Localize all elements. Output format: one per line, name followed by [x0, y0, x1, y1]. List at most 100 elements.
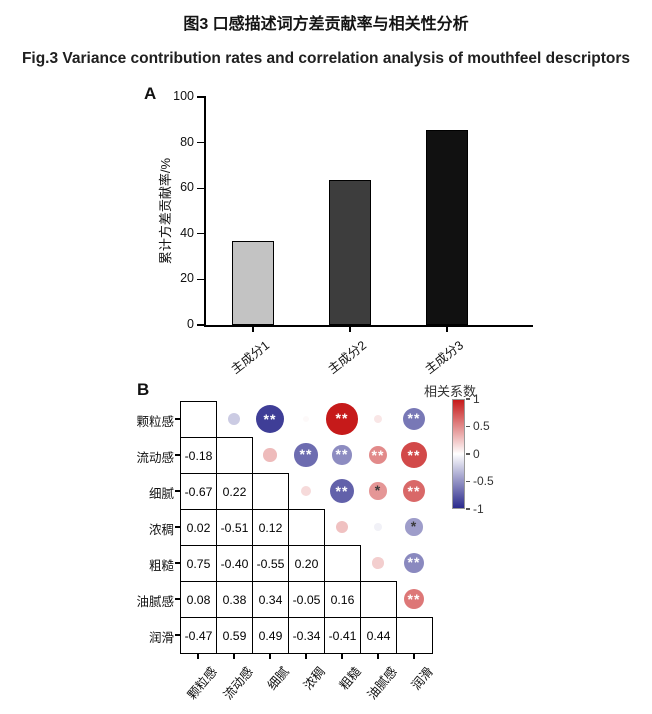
corr-circle [302, 415, 310, 423]
bar-主成分2 [329, 180, 371, 325]
matrix-row-tick [175, 598, 180, 600]
legend-tick-label: 0.5 [473, 419, 490, 433]
y-tick-label: 0 [187, 317, 194, 331]
legend-tick-label: 1 [473, 391, 480, 406]
matrix-diagonal-cell [216, 437, 253, 474]
legend-tick-label: -1 [473, 501, 484, 516]
y-tick [197, 278, 204, 280]
x-axis [204, 325, 533, 327]
corr-circle: ** [326, 403, 358, 435]
x-tick [252, 326, 254, 332]
matrix-col-tick [305, 654, 307, 659]
x-tick-label: 主成分1 [228, 338, 273, 377]
corr-value-cell: -0.05 [288, 581, 325, 618]
bar-主成分3 [426, 130, 468, 325]
x-tick-label: 主成分2 [325, 338, 370, 377]
legend-tick [466, 398, 470, 400]
corr-value-cell: 0.49 [252, 617, 289, 654]
panel-b-label: B [137, 380, 150, 399]
corr-circle: * [405, 518, 423, 536]
matrix-row-tick [175, 418, 180, 420]
corr-circle: ** [404, 553, 424, 573]
y-axis [204, 96, 206, 326]
matrix-row-tick [175, 562, 180, 564]
matrix-row-label: 颗粒感 [136, 415, 174, 429]
corr-circle [374, 523, 382, 531]
matrix-diagonal-cell [180, 401, 217, 438]
legend-tick [466, 453, 470, 455]
corr-circle: ** [332, 445, 352, 465]
y-tick [197, 142, 204, 144]
corr-value-cell: -0.34 [288, 617, 325, 654]
corr-circle: ** [255, 404, 285, 434]
matrix-row-label: 浓稠 [148, 523, 174, 537]
legend-title: 相关系数 [424, 384, 477, 399]
matrix-row-tick [175, 526, 180, 528]
matrix-diagonal-cell [324, 545, 361, 582]
matrix-row-label: 润滑 [148, 631, 174, 645]
y-tick-label: 20 [180, 271, 194, 286]
corr-circle [335, 520, 349, 534]
corr-value-cell: 0.75 [180, 545, 217, 582]
matrix-row-tick [175, 634, 180, 636]
matrix-diagonal-cell [396, 617, 433, 654]
corr-circle: ** [368, 445, 388, 465]
corr-circle [227, 412, 241, 426]
matrix-row-label: 油腻感 [136, 595, 174, 609]
y-tick [197, 96, 204, 98]
matrix-row-label: 细腻 [148, 487, 174, 501]
y-tick [197, 324, 204, 326]
corr-value-cell: 0.20 [288, 545, 325, 582]
corr-circle [373, 414, 383, 424]
matrix-row-tick [175, 490, 180, 492]
corr-circle: ** [329, 478, 355, 504]
corr-circle: ** [403, 588, 425, 610]
corr-value-cell: -0.67 [180, 473, 217, 510]
corr-value-cell: -0.40 [216, 545, 253, 582]
corr-circle: * [369, 482, 387, 500]
matrix-col-tick [341, 654, 343, 659]
matrix-diagonal-cell [288, 509, 325, 546]
legend-tick-label: 0 [473, 446, 480, 461]
corr-circle: ** [402, 479, 426, 503]
matrix-col-tick [269, 654, 271, 659]
x-tick [349, 326, 351, 332]
corr-value-cell: -0.41 [324, 617, 361, 654]
corr-value-cell: -0.18 [180, 437, 217, 474]
matrix-col-tick [197, 654, 199, 659]
corr-circle [263, 448, 277, 462]
y-tick [197, 233, 204, 235]
corr-value-cell: 0.02 [180, 509, 217, 546]
corr-value-cell: 0.34 [252, 581, 289, 618]
y-tick-label: 40 [180, 225, 194, 240]
corr-circle: ** [294, 443, 318, 467]
y-tick-label: 100 [173, 89, 194, 103]
legend-color-gradient [452, 399, 465, 509]
matrix-col-tick [377, 654, 379, 659]
corr-value-cell: 0.59 [216, 617, 253, 654]
corr-value-cell: 0.22 [216, 473, 253, 510]
figure-title-zh: 图3 口感描述词方差贡献率与相关性分析 [183, 16, 469, 33]
matrix-col-tick [413, 654, 415, 659]
corr-value-cell: 0.08 [180, 581, 217, 618]
legend-tick-label: -0.5 [473, 474, 494, 488]
matrix-col-tick [233, 654, 235, 659]
corr-value-cell: -0.55 [252, 545, 289, 582]
corr-value-cell: 0.16 [324, 581, 361, 618]
legend-tick [466, 508, 470, 510]
matrix-diagonal-cell [360, 581, 397, 618]
corr-circle: ** [403, 408, 425, 430]
y-tick-label: 80 [180, 134, 194, 149]
corr-value-cell: 0.38 [216, 581, 253, 618]
matrix-row-tick [175, 454, 180, 456]
corr-circle [300, 485, 312, 497]
bar-主成分1 [232, 240, 274, 325]
corr-value-cell: 0.12 [252, 509, 289, 546]
corr-value-cell: -0.51 [216, 509, 253, 546]
matrix-row-label: 粗糙 [148, 559, 174, 573]
y-tick [197, 187, 204, 189]
panel-a-label: A [144, 84, 157, 103]
corr-value-cell: 0.44 [360, 617, 397, 654]
legend-tick [466, 425, 470, 428]
